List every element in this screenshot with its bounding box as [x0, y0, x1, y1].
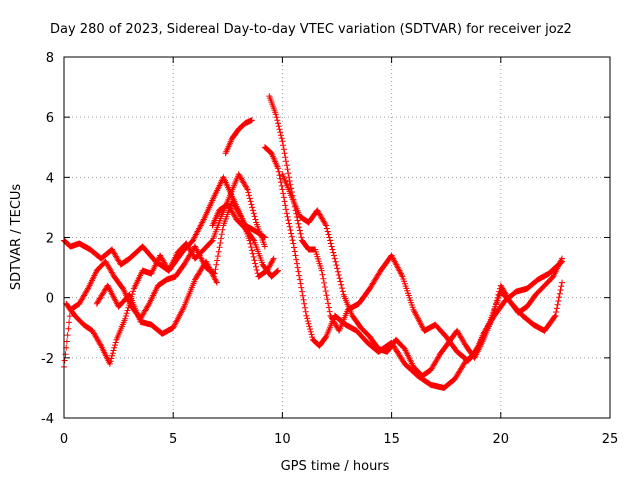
series-track-4 — [266, 93, 565, 364]
series-track-7 — [61, 198, 277, 370]
series-track-5 — [279, 171, 565, 379]
y-tick-label: 4 — [46, 171, 54, 186]
y-tick-label: -4 — [41, 412, 54, 427]
x-tick-label: 5 — [169, 432, 177, 447]
x-tick-label: 25 — [602, 432, 619, 447]
chart-title: Day 280 of 2023, Sidereal Day-to-day VTE… — [50, 22, 572, 37]
y-axis-label: SDTVAR / TECUs — [9, 184, 24, 291]
y-tick-label: 0 — [46, 292, 54, 307]
x-axis-label: GPS time / hours — [281, 459, 390, 474]
y-tick-label: -2 — [41, 352, 54, 367]
y-tick-label: 8 — [46, 51, 54, 66]
x-tick-label: 15 — [383, 432, 400, 447]
data-points — [61, 93, 565, 391]
series-track-9 — [209, 201, 281, 280]
series-track-2 — [222, 117, 255, 157]
tick-marks: 0 5 10 15 20 25 -4 -2 0 2 4 6 8 — [41, 51, 618, 447]
x-tick-label: 10 — [274, 432, 291, 447]
series-track-3 — [261, 144, 565, 391]
y-tick-label: 6 — [46, 111, 54, 126]
series-track-6 — [63, 171, 268, 367]
x-tick-label: 0 — [60, 432, 68, 447]
series-track-8 — [93, 258, 220, 337]
grid-lines — [64, 57, 610, 418]
y-tick-label: 2 — [46, 232, 54, 247]
x-tick-label: 20 — [493, 432, 510, 447]
